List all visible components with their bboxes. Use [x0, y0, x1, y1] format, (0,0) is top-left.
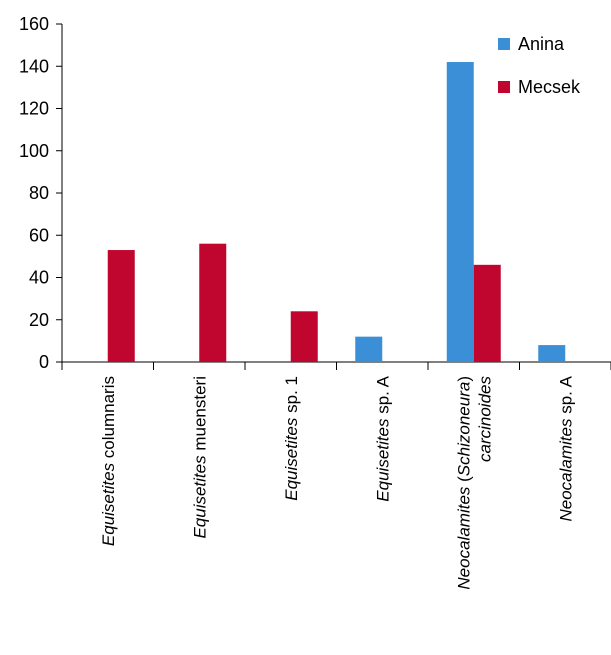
- bar-mecsek-0: [107, 250, 135, 362]
- x-category-label: Equisetites sp. A: [373, 375, 392, 501]
- bar-anina-3: [355, 336, 383, 362]
- legend: Anina Mecsek: [498, 34, 581, 97]
- legend-label-anina: Anina: [518, 34, 565, 54]
- y-tick-label: 20: [29, 310, 49, 330]
- x-category-label-line2: carcinoides: [475, 376, 494, 462]
- y-tick-label: 80: [29, 183, 49, 203]
- x-category-labels: Equisetites columnaris Equisetites muenst…: [99, 375, 576, 589]
- axes: [56, 23, 611, 370]
- bar-anina-5: [538, 345, 566, 362]
- y-tick-label: 140: [19, 56, 49, 76]
- x-category-label: Equisetites sp. 1: [282, 376, 301, 501]
- y-tick-label: 0: [39, 352, 49, 372]
- legend-swatch-anina: [498, 38, 510, 50]
- y-tick-label: 40: [29, 268, 49, 288]
- y-tick-label: 100: [19, 141, 49, 161]
- x-category-label: Neocalamites sp. A: [556, 375, 575, 521]
- x-category-label: Equisetites columnaris: [99, 376, 118, 546]
- bar-mecsek-4: [473, 264, 501, 362]
- bar-mecsek-2: [290, 311, 318, 362]
- y-tick-label: 60: [29, 225, 49, 245]
- y-tick-label: 120: [19, 99, 49, 119]
- y-tick-label: 160: [19, 14, 49, 34]
- x-category-label: Equisetites muensteri: [190, 376, 209, 539]
- bar-anina-4: [446, 62, 474, 363]
- bar-mecsek-1: [199, 243, 227, 362]
- y-tick-labels: 0 20 40 60 80 100 120 140 160: [19, 14, 49, 372]
- legend-swatch-mecsek: [498, 81, 510, 93]
- bars: [107, 62, 566, 363]
- x-category-label: Neocalamites (Schizoneura): [454, 376, 473, 590]
- legend-label-mecsek: Mecsek: [518, 77, 581, 97]
